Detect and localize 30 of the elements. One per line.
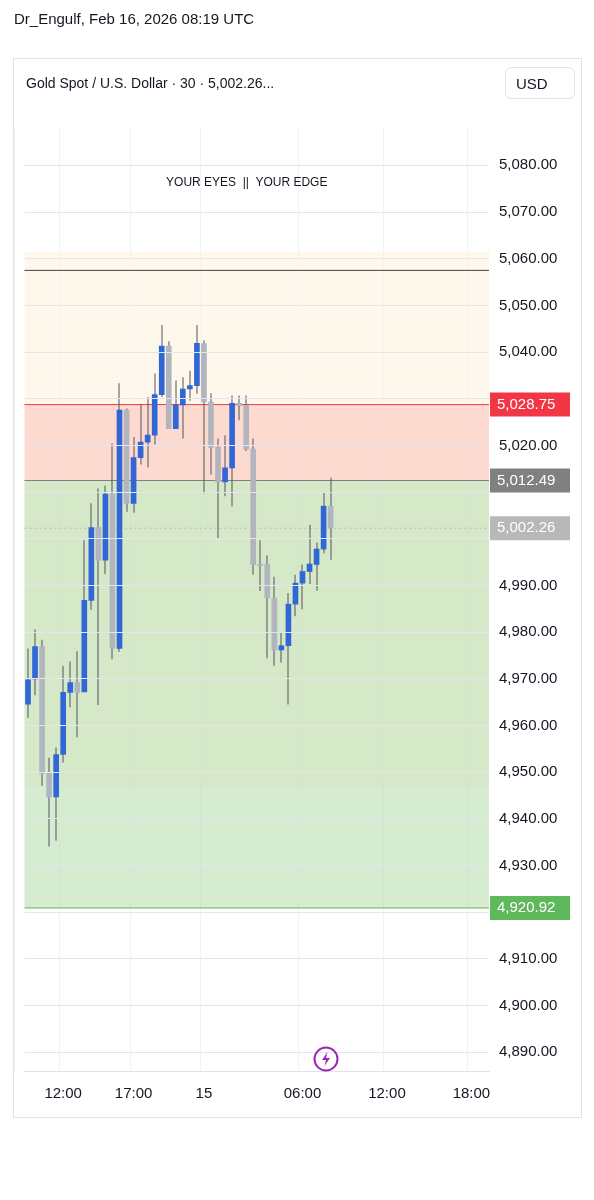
y-tick-label: 4,970.00 [499,669,558,686]
x-tick-label: 06:00 [283,1084,322,1102]
ref-line-label: 5,002.26 [497,518,556,536]
y-tick-label: 4,990.00 [499,575,558,593]
y-tick-label: 4,930.00 [499,855,558,873]
x-tick-label: 17:00 [114,1084,153,1102]
x-tick-label: 12:00 [44,1084,82,1102]
y-tick-label: 4,940.00 [499,809,558,827]
ref-line-label: 5,028.75 [497,394,556,412]
y-tick-label: 5,020.00 [499,435,558,453]
y-tick-label: 5,080.00 [499,155,558,173]
y-tick-label: 4,910.00 [499,949,558,967]
annotation: YOUR EYES || YOUR EDGE [166,175,328,190]
y-tick-label: 4,950.00 [499,762,558,780]
y-tick-label: 5,070.00 [499,202,558,220]
chart-subtitle: Dr_Engulf, Feb 16, 2026 08:19 UTC [14,9,256,29]
ref-line-label: 5,012.49 [497,470,556,488]
ref-line-label: 4,920.92 [497,898,556,916]
y-tick-label: 5,050.00 [499,295,558,313]
x-tick-label: 12:00 [368,1084,406,1102]
y-tick-label: 4,890.00 [499,1042,558,1060]
y-tick-label: 5,040.00 [499,342,558,360]
y-tick-label: 4,960.00 [499,715,558,733]
y-tick-label: 4,980.00 [499,622,558,640]
y-tick-label: 5,060.00 [499,248,558,266]
y-tick-label: 4,900.00 [499,995,558,1013]
x-tick-label: 15 [195,1084,213,1102]
x-tick-label: 18:00 [452,1084,491,1102]
y-axis-title: USD [505,67,575,99]
chart-title: Gold Spot / U.S. Dollar · 30 · 5,002.26... [26,75,275,91]
